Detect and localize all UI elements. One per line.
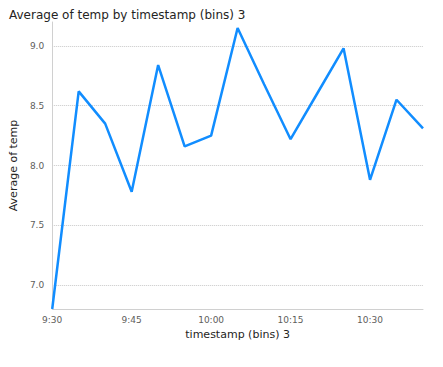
svg-text:7.5: 7.5 bbox=[30, 220, 44, 230]
svg-text:10:15: 10:15 bbox=[278, 315, 304, 325]
svg-text:9:30: 9:30 bbox=[42, 315, 62, 325]
svg-text:Average of temp by timestamp (: Average of temp by timestamp (bins) 3 bbox=[9, 8, 245, 22]
svg-text:7.0: 7.0 bbox=[30, 280, 45, 290]
svg-text:9:45: 9:45 bbox=[122, 315, 142, 325]
svg-text:9.0: 9.0 bbox=[30, 41, 45, 51]
svg-text:10:00: 10:00 bbox=[198, 315, 224, 325]
svg-text:10:30: 10:30 bbox=[357, 315, 383, 325]
svg-text:8.5: 8.5 bbox=[30, 101, 44, 111]
svg-text:timestamp (bins) 3: timestamp (bins) 3 bbox=[185, 328, 290, 341]
svg-text:Average of temp: Average of temp bbox=[7, 120, 20, 212]
svg-text:8.0: 8.0 bbox=[30, 161, 45, 171]
